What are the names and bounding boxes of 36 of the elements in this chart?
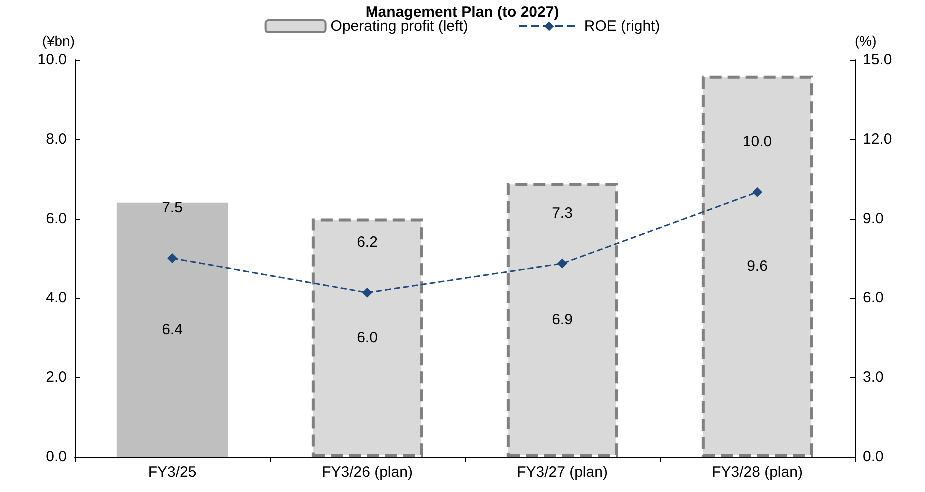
y2-tick-label: 15.0 — [863, 52, 892, 68]
y-tick-label: 0.0 — [46, 448, 67, 466]
y2-tick-label: 12.0 — [863, 130, 892, 148]
y2-axis-title: (%) — [855, 33, 877, 49]
point — [558, 258, 568, 269]
data-label: 6.9 — [552, 312, 573, 329]
y-tick-label: 10.0 — [38, 52, 67, 68]
y-tick-label: 6.0 — [46, 210, 67, 228]
x-tick-label: FY3/25 — [148, 464, 197, 481]
y-axis-title: (¥bn) — [42, 33, 75, 49]
point — [168, 254, 178, 264]
point — [362, 288, 372, 298]
data-label: 9.6 — [747, 258, 768, 275]
y2-tick-label: 6.0 — [863, 290, 884, 307]
y-tick-label: 4.0 — [46, 290, 67, 307]
y-tick-label: 8.0 — [46, 130, 67, 148]
y2-tick-label: 9.0 — [863, 210, 884, 228]
data-label: 6.0 — [357, 329, 378, 346]
y2-tick-label: 3.0 — [863, 369, 884, 386]
y2-tick-label: 0.0 — [863, 448, 884, 466]
x-tick-label: FY3/26 (plan) — [322, 464, 413, 481]
data-label: 7.5 — [162, 200, 183, 216]
chart-title: Management Plan (to 2027) — [366, 4, 560, 21]
y-tick-label: 2.0 — [46, 369, 67, 386]
bar — [702, 76, 814, 457]
x-tick-label: FY3/28 (plan) — [712, 464, 803, 481]
bar — [506, 183, 618, 457]
point — [752, 187, 762, 198]
data-label: 7.3 — [552, 204, 573, 222]
data-label: 6.2 — [357, 234, 378, 251]
bar — [116, 202, 228, 457]
data-label: 10.0 — [742, 133, 772, 150]
legend-label: ROE (right) — [584, 18, 660, 35]
bar — [312, 218, 424, 457]
data-label: 6.4 — [162, 321, 183, 338]
x-tick-label: FY3/27 (plan) — [517, 464, 608, 481]
